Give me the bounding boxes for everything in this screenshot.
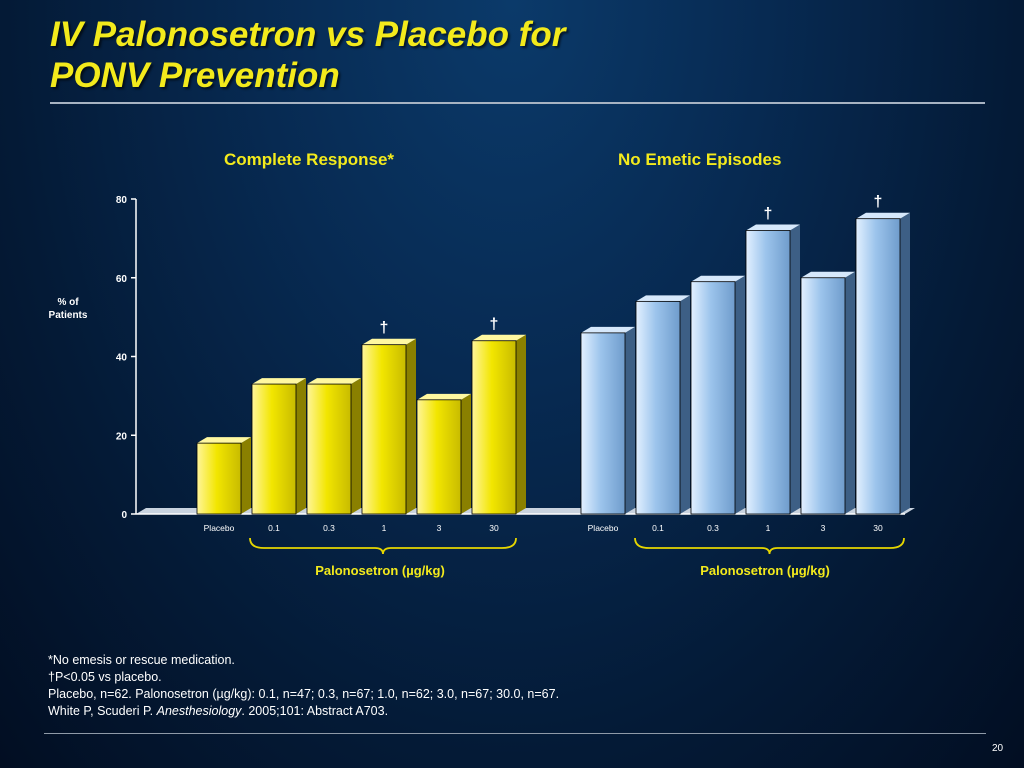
bar-top	[636, 295, 690, 302]
bar-side	[790, 224, 800, 514]
x-axis-label: Palonosetron (µg/kg)	[315, 563, 445, 578]
bar-top	[472, 334, 526, 341]
x-tick-label: 1	[766, 523, 771, 533]
bar-side	[461, 393, 471, 514]
significance-dagger: †	[764, 206, 773, 223]
panel-title-complete-response: Complete Response*	[224, 150, 395, 169]
bar	[361, 344, 407, 515]
bar	[196, 442, 242, 515]
x-tick-label: 0.3	[323, 523, 335, 533]
bar-side	[406, 338, 416, 514]
bar-side	[351, 378, 361, 514]
bar-top	[307, 378, 361, 385]
bar-top	[252, 378, 306, 385]
citation-authors: White P, Scuderi P.	[48, 704, 157, 718]
bar-side	[516, 334, 526, 514]
bar-side	[735, 275, 745, 514]
x-tick-label: 3	[821, 523, 826, 533]
footnote-complete-response: *No emesis or rescue medication.	[48, 653, 235, 667]
slide-title-line-1: IV Palonosetron vs Placebo for	[50, 15, 566, 54]
bar-top	[856, 212, 910, 219]
bar-top	[801, 271, 855, 278]
citation-details: . 2005;101: Abstract A703.	[241, 704, 389, 718]
x-tick-label: 30	[873, 523, 883, 533]
footnote-significance: †P<0.05 vs placebo.	[48, 670, 162, 684]
bar-side	[680, 295, 690, 514]
x-tick-label: 3	[437, 523, 442, 533]
bar	[416, 399, 462, 515]
footnotes: *No emesis or rescue medication. †P<0.05…	[48, 652, 559, 720]
bar-side	[625, 326, 635, 514]
bar-side	[241, 437, 251, 514]
y-tick-label: 0	[121, 510, 127, 521]
y-axis-label: % of Patients	[49, 297, 88, 321]
bar	[800, 277, 846, 515]
bar-top	[417, 393, 471, 400]
slide-title: IV Palonosetron vs Placebo for PONV Prev…	[50, 14, 950, 96]
significance-dagger: †	[380, 320, 389, 337]
bar-side	[845, 271, 855, 514]
x-axis-label: Palonosetron (µg/kg)	[700, 563, 830, 578]
dose-group-brace	[634, 537, 905, 555]
bar	[306, 383, 352, 515]
significance-dagger: †	[874, 194, 883, 211]
bar-side	[296, 378, 306, 514]
bar	[635, 300, 681, 515]
x-tick-label: 0.1	[652, 523, 664, 533]
significance-dagger: †	[490, 316, 499, 333]
page-number: 20	[992, 743, 1004, 754]
x-tick-label: 0.3	[707, 523, 719, 533]
y-tick-label: 80	[116, 195, 128, 206]
x-tick-label: 30	[489, 523, 499, 533]
footer-divider	[44, 733, 986, 734]
y-tick-label: 60	[116, 274, 128, 285]
bar	[580, 332, 626, 515]
title-divider	[50, 102, 985, 104]
bar-top	[691, 275, 745, 282]
bar-side	[900, 212, 910, 514]
footnote-sample-sizes: Placebo, n=62. Palonosetron (µg/kg): 0.1…	[48, 687, 560, 701]
bar	[745, 230, 791, 515]
x-tick-label: 1	[382, 523, 387, 533]
dose-group-brace	[249, 537, 517, 555]
bar	[251, 383, 297, 515]
footnote-citation: White P, Scuderi P. Anesthesiology. 2005…	[48, 703, 559, 720]
panel-title-no-emetic-episodes: No Emetic Episodes	[618, 150, 782, 169]
x-tick-label: Placebo	[204, 523, 235, 533]
y-tick-label: 20	[116, 431, 128, 442]
bar-top	[746, 224, 800, 231]
bar-top	[581, 326, 635, 333]
x-tick-label: Placebo	[588, 523, 619, 533]
bar-top	[362, 338, 416, 345]
y-tick-label: 40	[116, 353, 128, 364]
citation-journal: Anesthesiology	[156, 704, 242, 718]
x-tick-label: 0.1	[268, 523, 280, 533]
bar-top	[197, 437, 251, 444]
bar	[855, 218, 901, 515]
bar	[690, 281, 736, 515]
slide-title-line-2: PONV Prevention	[50, 56, 340, 95]
bar	[471, 340, 517, 515]
